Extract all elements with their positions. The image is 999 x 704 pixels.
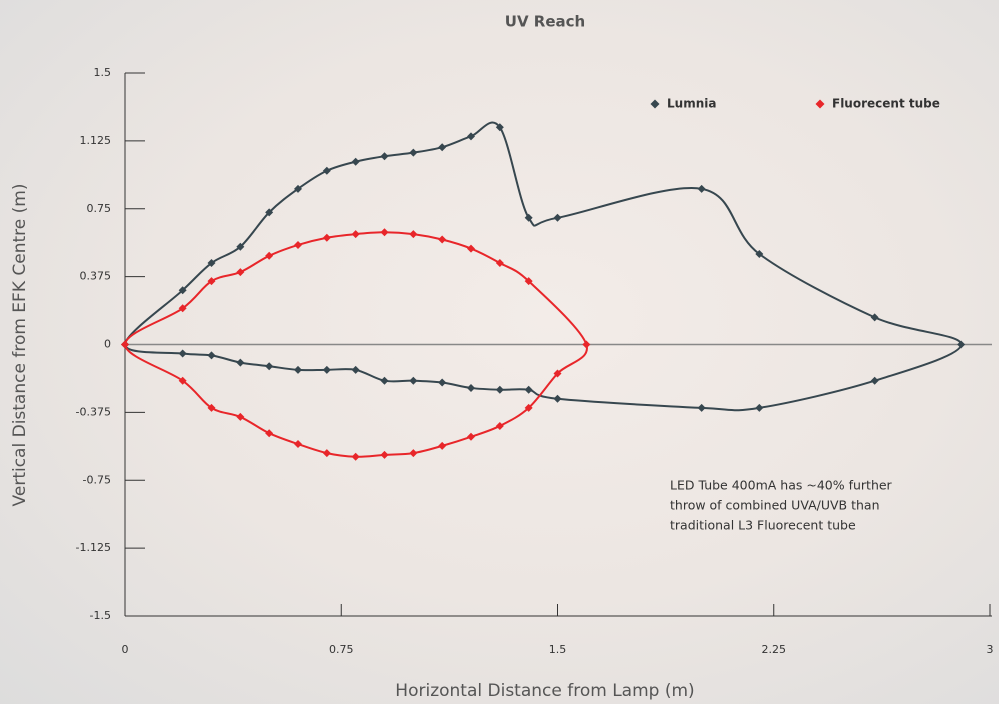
point xyxy=(178,376,187,385)
point xyxy=(755,250,764,258)
point xyxy=(178,304,187,313)
point xyxy=(524,213,533,222)
y-tick-label: -0.375 xyxy=(76,405,111,418)
series-line xyxy=(124,121,963,412)
legend-marker xyxy=(650,99,660,109)
y-axis-title: Vertical Distance from EFK Centre (m) xyxy=(10,184,30,507)
point xyxy=(265,429,274,438)
point xyxy=(467,132,475,141)
point xyxy=(438,378,447,387)
point xyxy=(409,230,418,239)
point xyxy=(495,385,504,394)
chart-title: UV Reach xyxy=(505,13,585,31)
point xyxy=(524,277,533,286)
point xyxy=(121,340,129,349)
point xyxy=(380,376,389,385)
point xyxy=(294,365,302,374)
point xyxy=(322,449,331,458)
annotation: throw of combined UVA/UVB than xyxy=(670,498,880,513)
point xyxy=(351,157,360,166)
point xyxy=(322,166,331,175)
x-tick-label: 0 xyxy=(122,643,129,656)
x-axis-title: Horizontal Distance from Lamp (m) xyxy=(395,681,694,701)
annotation: traditional L3 Fluorecent tube xyxy=(670,518,856,533)
point xyxy=(697,184,706,193)
point xyxy=(467,432,475,441)
point xyxy=(495,259,504,268)
point xyxy=(265,208,274,217)
point xyxy=(697,403,706,412)
point xyxy=(294,240,302,249)
point xyxy=(294,184,302,193)
x-tick-label: 0.75 xyxy=(329,643,354,656)
point xyxy=(870,376,879,385)
y-tick-label: 0 xyxy=(104,338,111,351)
y-tick-label: 0.375 xyxy=(80,270,112,283)
point xyxy=(178,349,187,358)
point xyxy=(351,452,360,461)
point xyxy=(207,351,216,360)
point xyxy=(524,385,533,394)
legend-label: Fluorecent tube xyxy=(832,97,940,111)
point xyxy=(438,441,447,450)
legend-marker xyxy=(815,99,825,109)
point xyxy=(207,277,216,286)
point xyxy=(755,403,764,412)
point xyxy=(351,365,360,374)
point xyxy=(265,362,274,371)
point xyxy=(409,449,418,458)
annotation: LED Tube 400mA has ~40% further xyxy=(670,478,893,493)
point xyxy=(467,383,475,392)
point xyxy=(553,394,562,403)
point xyxy=(322,233,331,242)
point xyxy=(236,242,245,251)
point xyxy=(380,152,389,161)
y-tick-label: 1.5 xyxy=(94,66,112,79)
point xyxy=(438,235,447,244)
point xyxy=(207,259,216,268)
point xyxy=(265,251,274,260)
series-line xyxy=(124,231,588,458)
point xyxy=(438,143,447,152)
point xyxy=(409,376,418,385)
point xyxy=(495,123,504,132)
point xyxy=(870,313,879,322)
point xyxy=(957,340,966,349)
point xyxy=(582,340,591,349)
point xyxy=(467,244,475,253)
x-tick-label: 1.5 xyxy=(549,643,567,656)
y-tick-label: 0.75 xyxy=(87,202,112,215)
point xyxy=(524,403,533,412)
point xyxy=(207,403,216,412)
point xyxy=(178,286,187,295)
legend-label: Lumnia xyxy=(667,97,716,111)
point xyxy=(322,365,331,374)
point xyxy=(495,421,504,430)
x-tick-label: 3 xyxy=(987,643,994,656)
point xyxy=(351,230,360,239)
point xyxy=(380,228,389,237)
point xyxy=(553,213,562,222)
y-tick-label: 1.125 xyxy=(80,134,112,147)
y-tick-label: -1.125 xyxy=(76,541,111,554)
y-tick-label: -1.5 xyxy=(90,609,111,622)
x-tick-label: 2.25 xyxy=(762,643,787,656)
point xyxy=(236,358,245,367)
point xyxy=(553,369,562,378)
point xyxy=(380,450,389,459)
point xyxy=(236,412,245,421)
point xyxy=(294,440,302,449)
point xyxy=(409,148,418,157)
point xyxy=(236,268,245,277)
y-tick-label: -0.75 xyxy=(83,473,111,486)
